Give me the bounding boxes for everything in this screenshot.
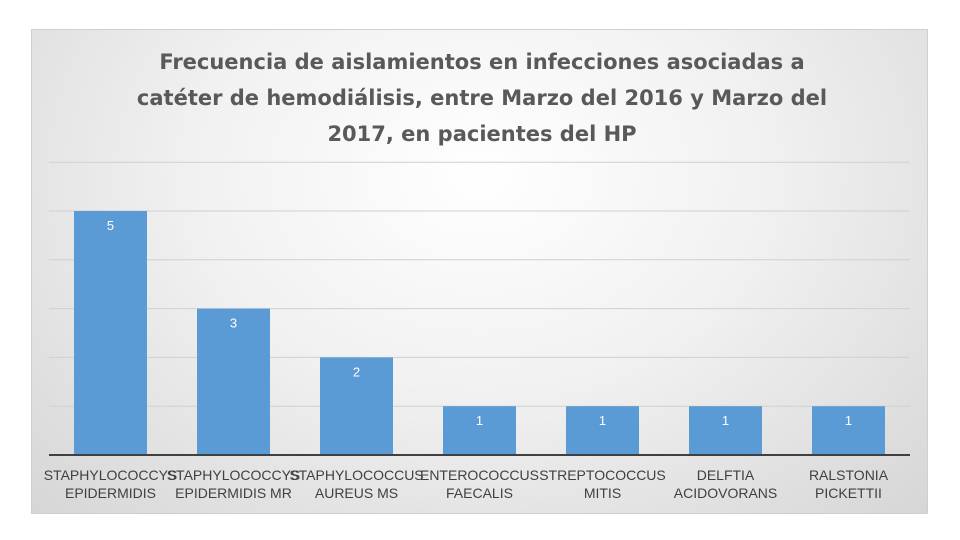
category-label: FAECALIS <box>446 485 513 501</box>
bar <box>320 357 393 455</box>
category-label: STAPHYLOCOCCYS <box>167 467 301 483</box>
category-label: EPIDERMIDIS MR <box>175 485 292 501</box>
category-label: AUREUS MS <box>315 485 398 501</box>
bar <box>74 211 147 455</box>
bar <box>443 406 516 455</box>
category-label: EPIDERMIDIS <box>65 485 156 501</box>
category-label: ENTEROCOCCUS <box>420 467 539 483</box>
category-label: MITIS <box>584 485 621 501</box>
category-label: PICKETTII <box>815 485 882 501</box>
data-label: 1 <box>599 413 606 428</box>
bar <box>197 308 270 455</box>
bar <box>689 406 762 455</box>
data-label: 1 <box>722 413 729 428</box>
bar <box>566 406 639 455</box>
category-label: RALSTONIA <box>809 467 889 483</box>
category-label: STAPHYLOCOCCYS <box>44 467 178 483</box>
data-label: 3 <box>230 316 237 331</box>
category-label: DELFTIA <box>697 467 755 483</box>
category-label: STAPHYLOCOCCUS <box>289 467 423 483</box>
data-label: 5 <box>107 218 114 233</box>
category-label: STREPTOCOCCUS <box>539 467 666 483</box>
data-label: 1 <box>476 413 483 428</box>
bar <box>812 406 885 455</box>
category-label: ACIDOVORANS <box>674 485 777 501</box>
data-label: 1 <box>845 413 852 428</box>
data-label: 2 <box>353 364 360 379</box>
chart-title: Frecuencia de aislamientos en infeccione… <box>136 50 828 146</box>
